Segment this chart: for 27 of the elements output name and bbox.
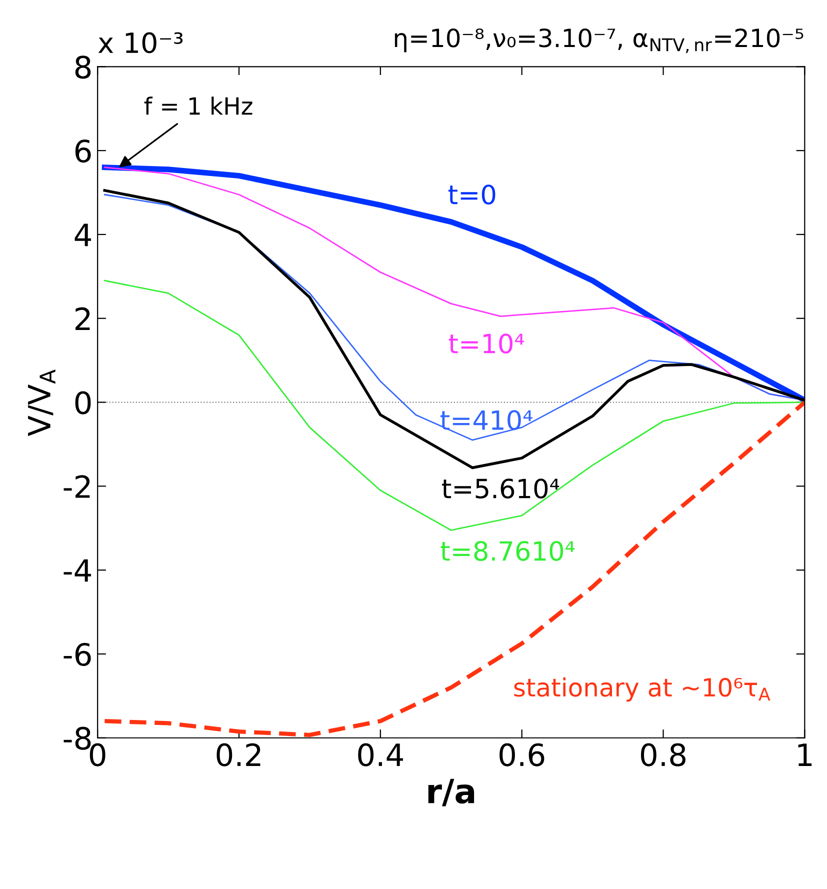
x-tick-label: 0.8	[640, 743, 686, 766]
x-axis-title: r/a	[428, 778, 474, 806]
series-label: t=5.610⁴	[442, 478, 560, 499]
y-tick-label: -8	[64, 726, 91, 750]
y-tick-label: 0	[75, 391, 91, 414]
y-tick-label: -2	[64, 475, 90, 498]
series-label: stationary at ~10⁶τ$_{A}$	[514, 677, 770, 702]
y-axis-title: V/V$_{A}$	[28, 369, 56, 436]
y-tick-label: 8	[75, 56, 91, 79]
x-tick-label: 0.4	[358, 743, 404, 766]
series-label: t=10⁴	[448, 334, 524, 354]
y-tick-label: 6	[75, 140, 91, 163]
y-tick-label: 2	[76, 307, 90, 330]
y-tick-label: -4	[64, 559, 92, 582]
line-series	[102, 400, 805, 738]
series-label: t=0	[448, 184, 496, 205]
chart-title: η=10⁻⁸,ν₀=3.10⁻⁷, α$_{NTV,nr}$=210⁻⁵	[394, 28, 804, 54]
y-tick-label: -6	[64, 642, 91, 666]
series-label: t=8.7610⁴	[440, 540, 575, 561]
x-tick-label: 0.2	[216, 743, 260, 766]
line-series	[104, 280, 805, 531]
x-tick-label: 1	[798, 744, 812, 766]
y-tick-label: 4	[74, 224, 92, 246]
text: x 10⁻³	[98, 32, 183, 54]
series-label: t=410⁴	[440, 410, 532, 430]
x-tick-label: 0.6	[500, 743, 544, 766]
annotation: f = 1 kHz	[144, 96, 252, 115]
